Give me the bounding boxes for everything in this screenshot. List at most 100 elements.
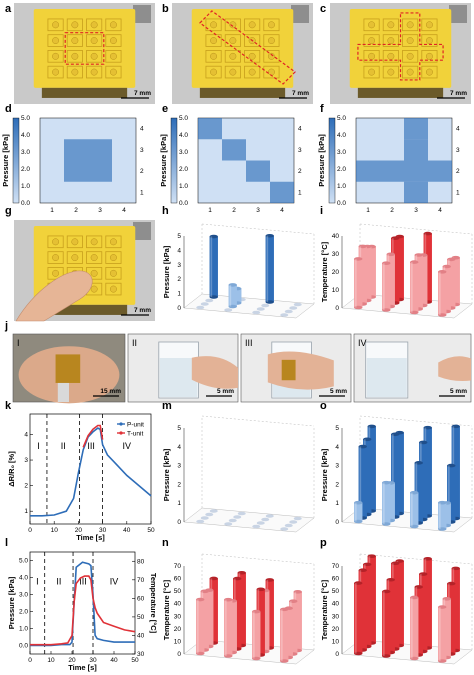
panel-label-d: d	[5, 103, 12, 115]
sensor-unit-dot	[90, 254, 98, 262]
z-tick-label: 3	[335, 463, 339, 470]
bar-top	[209, 234, 218, 239]
bar-base	[265, 300, 274, 304]
bar-top	[289, 599, 298, 603]
bar-top	[438, 270, 447, 274]
photo-j-3: III 5 mm	[240, 333, 352, 403]
bar-top	[419, 440, 428, 445]
water	[159, 358, 198, 397]
pressed-cell	[356, 160, 380, 182]
sensor-unit	[105, 282, 122, 296]
bar-body	[438, 271, 447, 315]
sensor-unit-dot	[267, 68, 275, 76]
bar-base	[196, 651, 205, 656]
sensor-unit	[86, 50, 103, 63]
bar-body	[451, 257, 460, 305]
scale-bar-label: 5 mm	[217, 388, 234, 395]
stage-label: IV	[110, 577, 119, 587]
bar-top	[419, 572, 428, 576]
bar-body	[358, 570, 367, 650]
y-tick-label: 2.0	[19, 609, 28, 616]
bar-top	[200, 589, 209, 594]
colorbar-tick-label: 1.0	[21, 183, 30, 190]
bar-body	[395, 236, 404, 300]
legend-label: T-unit	[127, 431, 143, 438]
bar-body	[209, 236, 218, 297]
y-tick-label: 1	[24, 508, 28, 515]
z-tick-label: 10	[332, 638, 340, 645]
unit-dot	[261, 303, 270, 308]
y-axis-label: ΔR/R₀ [%]	[7, 451, 16, 487]
colorbar	[12, 117, 20, 204]
unit-dot	[237, 511, 246, 516]
sensor-unit	[263, 50, 280, 63]
y2-tick-label: 60	[137, 595, 145, 602]
unit-dot	[252, 524, 261, 529]
pressed-cell	[88, 160, 112, 182]
x-axis-label: Time [s]	[76, 533, 105, 542]
bar-base	[354, 305, 363, 310]
sensor-unit-dot	[425, 52, 433, 60]
bar-top	[410, 595, 419, 600]
back-edge	[201, 553, 315, 565]
sensor-unit-dot	[52, 68, 60, 76]
bar-top	[414, 461, 423, 465]
connector-pins	[41, 87, 128, 98]
y-tick-label: 4	[140, 126, 144, 133]
bar-body	[423, 558, 432, 648]
sensor-photo-a: 7 mm	[14, 3, 155, 104]
bar-highlight	[355, 502, 357, 522]
sensor-unit	[86, 65, 103, 79]
sensor-unit	[382, 65, 399, 79]
unit-dot	[280, 313, 289, 317]
unit-dot	[205, 512, 214, 517]
bar-top	[447, 581, 456, 586]
photo-j-2: II 5 mm	[127, 333, 239, 403]
highlight-region	[357, 12, 444, 81]
panel-label-l: l	[5, 537, 8, 549]
sensor-unit	[244, 50, 261, 63]
y-tick-label: 5.0	[19, 558, 28, 565]
sensor-unit-dot	[210, 21, 218, 29]
bar-body	[438, 607, 447, 661]
bar-top	[363, 437, 372, 442]
bar-body	[382, 263, 391, 310]
y-tick-label: 3	[24, 457, 28, 464]
colorbar-tick-label: 3.0	[337, 149, 346, 156]
bar-top	[358, 568, 367, 573]
unit-dot	[289, 306, 298, 310]
sensor-unit-dot	[52, 21, 60, 29]
bar-top	[256, 587, 265, 592]
bar-body	[442, 502, 451, 526]
bar-highlight	[448, 465, 450, 522]
bar-base	[410, 310, 419, 315]
sensor-unit-dot	[248, 68, 256, 76]
panel-label-o: o	[320, 400, 327, 412]
x-tick-label: 4	[122, 207, 126, 214]
sensor-unit	[66, 251, 83, 264]
sensor-unit-dot	[90, 21, 98, 29]
panel-label-h: h	[162, 205, 169, 217]
colorbar-tick-label: 3.0	[179, 149, 188, 156]
bar-highlight	[229, 284, 232, 307]
sensor-unit-dot	[109, 68, 117, 76]
bar-body	[280, 609, 289, 661]
bar3d-o: 0 1 2 3 4 5 Pressure [kPa]	[320, 415, 473, 533]
sensor-unit	[244, 18, 261, 32]
y-tick-label: 1	[456, 189, 460, 196]
colorbar-label: Pressure [kPa]	[159, 134, 168, 187]
y-tick-label: 4	[298, 126, 302, 133]
bar-base	[438, 527, 447, 531]
sensor-unit-dot	[210, 37, 218, 45]
sensor-unit-dot	[406, 37, 414, 45]
colorbar-tick-label: 5.0	[179, 115, 188, 122]
bar-body	[451, 568, 460, 651]
bar-body	[391, 238, 400, 303]
bar-base	[228, 304, 237, 309]
bar-top	[414, 585, 423, 589]
colorbar-label: Pressure [kPa]	[317, 134, 326, 187]
bar-top	[367, 554, 376, 558]
z-axis-label: Pressure [kPa]	[162, 448, 171, 501]
stage-label: III	[87, 441, 95, 451]
bar-highlight	[411, 262, 413, 313]
